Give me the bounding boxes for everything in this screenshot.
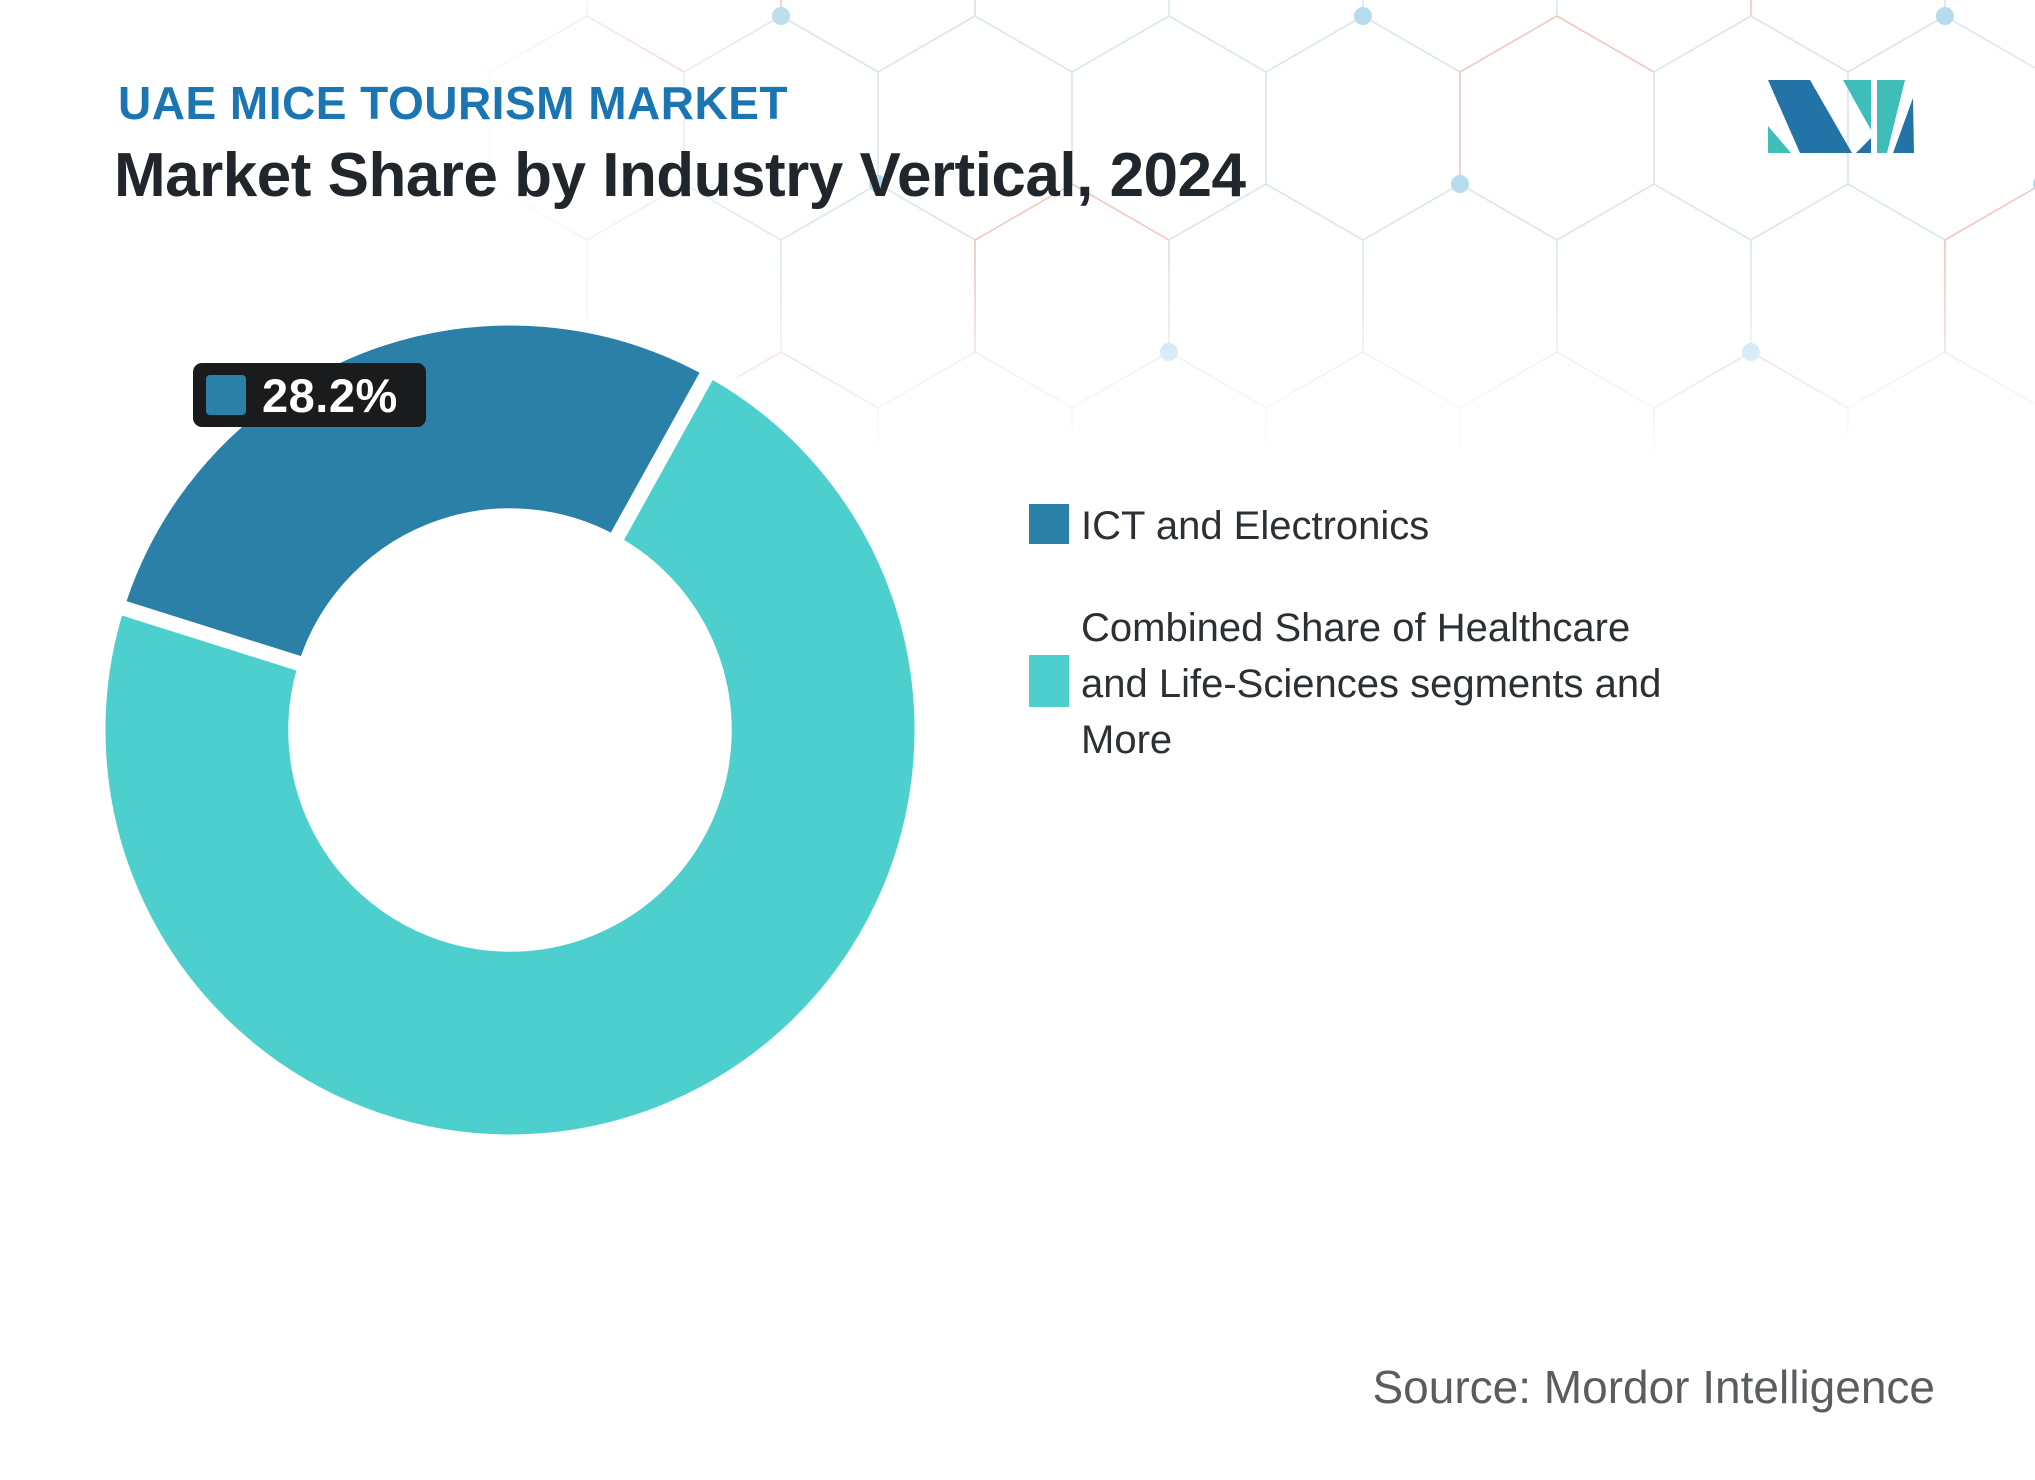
report-eyebrow: UAE MICE TOURISM MARKET: [118, 77, 788, 129]
hexagon-outline: [586, 0, 782, 73]
donut-segment-1[interactable]: [93, 359, 927, 1147]
legend-item-healthcare[interactable]: Combined Share of Healthcare and Life-Sc…: [1029, 600, 1729, 768]
hexagon-outline: [430, 0, 588, 73]
hexagon-outline: [1944, 187, 2035, 405]
mordor-intelligence-logo: [1768, 80, 1914, 153]
hexagon-outline: [1459, 351, 1655, 470]
data-label-value: 28.2%: [262, 368, 398, 422]
page-title: Market Share by Industry Vertical, 2024: [114, 141, 1246, 210]
logo-left-tile: [1768, 80, 1871, 153]
hexagon-outline: [974, 0, 1170, 73]
donut-chart[interactable]: [93, 313, 927, 1147]
node-dot: [1159, 343, 1178, 361]
hexagon-outline: [1653, 351, 1849, 470]
source-attribution: Source: Mordor Intelligence: [1372, 1361, 1935, 1413]
node-dot: [1450, 175, 1469, 193]
hexagon-outline: [1168, 183, 1364, 409]
legend-label-ict: ICT and Electronics: [1081, 504, 1430, 548]
hexagon-outline: [780, 0, 976, 73]
chart-data-label: 28.2%: [193, 363, 426, 427]
hexagon-outline: [1750, 0, 1946, 73]
node-dot: [1935, 7, 1954, 25]
hexagon-outline: [1556, 183, 1752, 409]
hexagon-outline: [1362, 0, 1558, 73]
legend-label-healthcare: Combined Share of Healthcare and Life-Sc…: [1081, 606, 1662, 762]
hexagon-outline: [1944, 0, 2035, 69]
hexagon-outline: [1847, 351, 2035, 470]
hexagon-outline: [974, 183, 1170, 409]
hexagon-outline: [1265, 351, 1461, 470]
hexagon-outline: [1265, 15, 1461, 241]
node-dot: [771, 7, 790, 25]
node-dot: [1741, 343, 1760, 361]
hexagon-outline: [1750, 183, 1946, 409]
legend-item-ict[interactable]: ICT and Electronics: [1029, 498, 1729, 554]
node-dot: [1353, 7, 1372, 25]
hexagon-outline: [1362, 183, 1558, 409]
logo-right-tile: [1877, 80, 1914, 153]
legend-swatch-healthcare: [1029, 655, 1069, 707]
hexagon-outline: [1459, 15, 1655, 241]
legend-swatch-ict: [1029, 504, 1069, 544]
chart-legend: ICT and Electronics Combined Share of He…: [1029, 498, 1729, 768]
hexagon-outline: [1556, 0, 1752, 73]
hexagon-outline: [1168, 0, 1364, 73]
data-label-swatch: [206, 375, 246, 415]
hexagon-outline: [1071, 351, 1267, 470]
